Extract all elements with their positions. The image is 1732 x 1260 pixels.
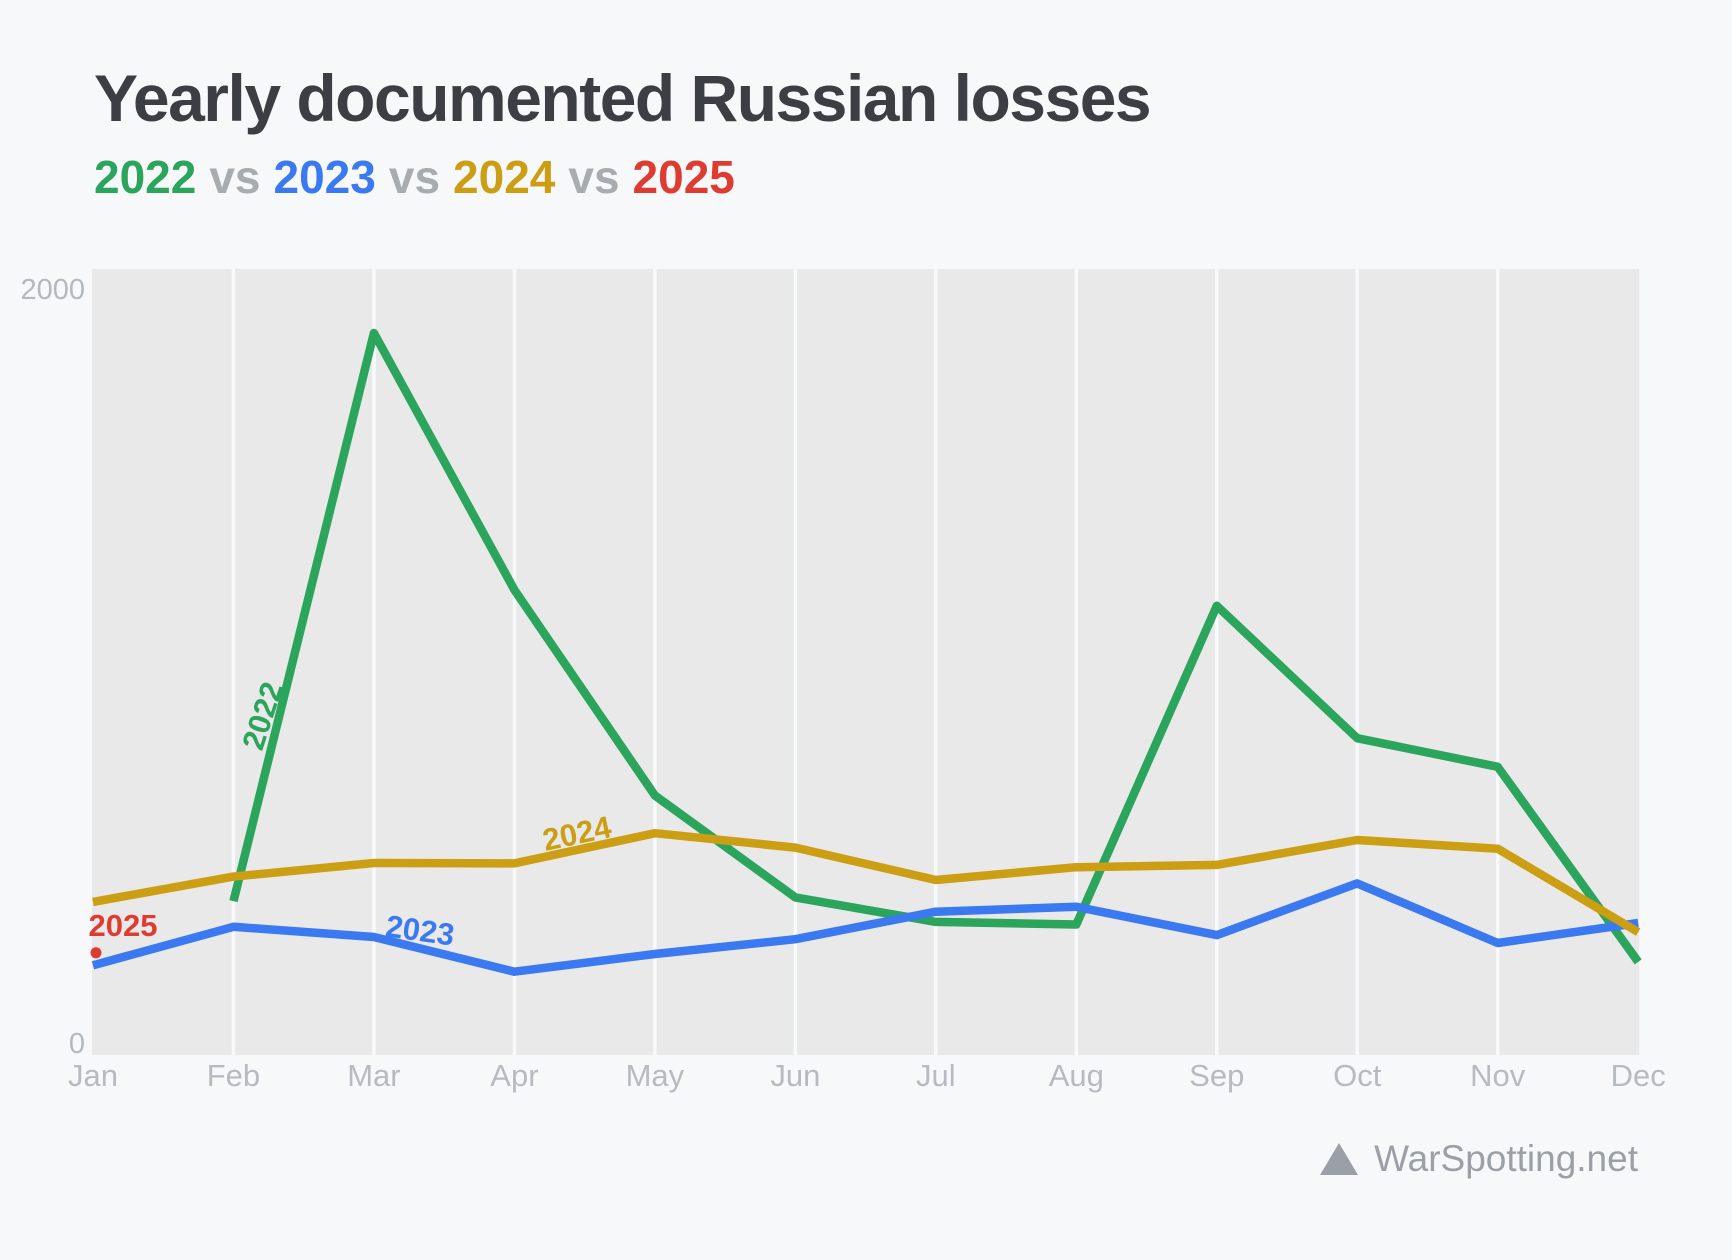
x-axis-label-apr: Apr bbox=[490, 1058, 539, 1093]
chart-subtitle: 2022 vs 2023 vs 2024 vs 2025 bbox=[94, 152, 748, 203]
x-axis-label-feb: Feb bbox=[206, 1058, 261, 1093]
x-axis-label-may: May bbox=[625, 1058, 685, 1093]
subtitle-vs: vs bbox=[388, 151, 441, 203]
subtitle-year-2025: 2025 bbox=[632, 151, 735, 203]
series-line-2023 bbox=[91, 879, 1639, 976]
subtitle-year-2023: 2023 bbox=[273, 151, 376, 203]
x-axis-label-jul: Jul bbox=[915, 1058, 956, 1093]
series-line-2022 bbox=[229, 328, 1642, 965]
x-axis-label-aug: Aug bbox=[1048, 1058, 1104, 1093]
subtitle-year-2022: 2022 bbox=[94, 151, 197, 203]
y-axis-tick-2000: 2000 bbox=[20, 274, 85, 306]
x-axis-label-jun: Jun bbox=[770, 1058, 821, 1093]
x-axis-label-dec: Dec bbox=[1610, 1058, 1666, 1093]
series-line-2024 bbox=[92, 828, 1641, 936]
subtitle-year-2024: 2024 bbox=[453, 151, 556, 203]
footer-brand-text: WarSpotting.net bbox=[1374, 1138, 1638, 1179]
subtitle-vs: vs bbox=[568, 151, 620, 203]
series-label-2025: 2025 bbox=[88, 908, 158, 943]
y-axis-tick-0: 0 bbox=[68, 1028, 85, 1060]
page-title: Yearly documented Russian losses bbox=[94, 61, 1152, 135]
x-axis-label-oct: Oct bbox=[1333, 1058, 1382, 1093]
x-axis-label-mar: Mar bbox=[347, 1058, 401, 1093]
x-axis-label-sep: Sep bbox=[1189, 1058, 1245, 1093]
triangle-logo-icon bbox=[1320, 1142, 1359, 1175]
subtitle-vs: vs bbox=[209, 151, 261, 203]
x-axis-label-jan: Jan bbox=[68, 1058, 118, 1093]
x-axis-label-nov: Nov bbox=[1470, 1058, 1526, 1093]
footer-brand: WarSpotting.net bbox=[1320, 1140, 1638, 1177]
data-point-2025 bbox=[90, 947, 102, 959]
